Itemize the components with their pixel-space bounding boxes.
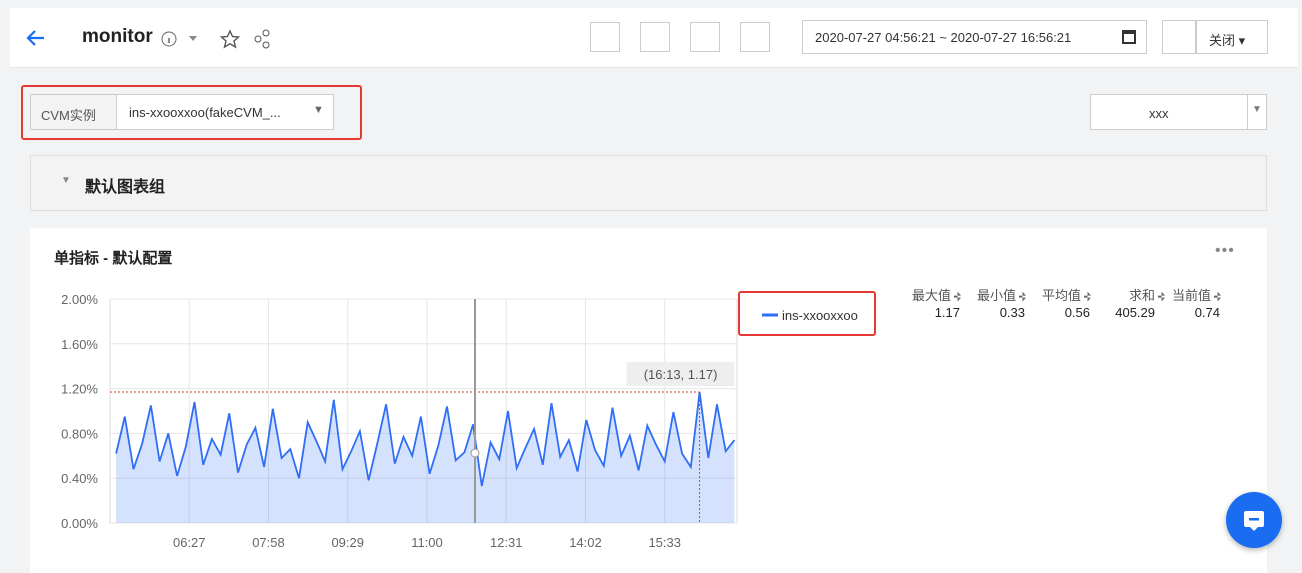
group-title: 默认图表组 xyxy=(85,179,166,196)
group-header[interactable]: ▼ 默认图表组 xyxy=(30,155,1267,211)
tooltip-text: (16:13, 1.17) xyxy=(644,367,718,382)
more-button[interactable]: ••• xyxy=(1215,242,1235,259)
panel-title: 单指标 - 默认配置 xyxy=(54,250,173,267)
x-tick-label: 12:31 xyxy=(490,535,523,550)
y-tick-label: 0.40% xyxy=(61,471,98,486)
chart-panel: 单指标 - 默认配置 ••• xyxy=(30,228,1267,573)
stat-header[interactable]: 求和 xyxy=(1129,285,1166,304)
back-icon[interactable] xyxy=(24,26,48,50)
dashboard-title: monitor xyxy=(82,26,153,47)
stat-header[interactable]: 平均值 xyxy=(1042,285,1092,304)
save-button[interactable] xyxy=(640,22,670,52)
crosshair-dot xyxy=(470,448,480,458)
legend-label: ins-xxooxxoo xyxy=(782,308,858,323)
settings-button[interactable] xyxy=(690,22,720,52)
chat-button[interactable] xyxy=(1226,492,1282,548)
refresh-select[interactable]: 关闭 ▾ xyxy=(1196,20,1268,54)
stat-header[interactable]: 最小值 xyxy=(977,285,1027,304)
fullscreen-button[interactable] xyxy=(740,22,770,52)
filter-label: CVM实例 xyxy=(31,95,117,129)
stat-value: 1.17 xyxy=(934,305,960,320)
filter-value: ins-xxooxxoo(fakeCVM_... xyxy=(129,105,281,120)
time-range: 2020-07-27 04:56:21 ~ 2020-07-27 16:56:2… xyxy=(815,30,1072,45)
x-tick-label: 07:58 xyxy=(252,535,285,550)
highlight xyxy=(21,85,362,140)
stat-value: 0.74 xyxy=(1194,305,1220,320)
stat-header-text: 最大值 xyxy=(912,288,952,303)
x-tick-label: 15:33 xyxy=(648,535,681,550)
refresh-button[interactable] xyxy=(1162,20,1196,54)
stat-header[interactable]: 最大值 xyxy=(912,285,962,304)
right-select-value: xxx xyxy=(1149,106,1169,121)
stat-header-text: 最小值 xyxy=(977,288,1017,303)
stats-table: 最大值 1.17 最小值 0.33 平均值 0.56 求和 405.29 当前值 0.74 xyxy=(912,285,1242,325)
x-tick-label: 06:27 xyxy=(173,535,206,550)
title-icons[interactable] xyxy=(160,28,280,50)
y-tick-label: 0.00% xyxy=(61,516,98,531)
stat-header-text: 求和 xyxy=(1129,288,1156,303)
stat-value: 405.29 xyxy=(1115,305,1155,320)
close-label: 关闭 xyxy=(1209,33,1236,48)
stat-value: 0.56 xyxy=(1064,305,1090,320)
y-tick-label: 0.80% xyxy=(61,426,98,441)
y-tick-label: 1.60% xyxy=(61,337,98,352)
right-select[interactable]: xxx ▼ xyxy=(1090,94,1267,130)
stat-header-text: 平均值 xyxy=(1042,288,1082,303)
line xyxy=(115,391,736,487)
tooltip-box xyxy=(626,361,735,386)
y-tick-label: 2.00% xyxy=(61,292,98,307)
time-range-picker[interactable]: 2020-07-27 04:56:21 ~ 2020-07-27 16:56:2… xyxy=(802,20,1147,54)
x-tick-label: 09:29 xyxy=(331,535,364,550)
highlight xyxy=(738,291,876,336)
toolbar: monitor 2020-07-27 04:56:21 ~ 2020-07-27… xyxy=(10,8,1298,68)
x-tick-label: 11:00 xyxy=(411,535,443,550)
instance-filter[interactable]: CVM实例 ins-xxooxxoo(fakeCVM_... ▼ xyxy=(30,94,334,130)
stat-value: 0.33 xyxy=(999,305,1025,320)
add-button[interactable] xyxy=(590,22,620,52)
x-tick-label: 14:02 xyxy=(569,535,602,550)
y-tick-label: 1.20% xyxy=(61,382,98,397)
stat-header-text: 当前值 xyxy=(1172,288,1212,303)
stat-header[interactable]: 当前值 xyxy=(1172,285,1222,304)
